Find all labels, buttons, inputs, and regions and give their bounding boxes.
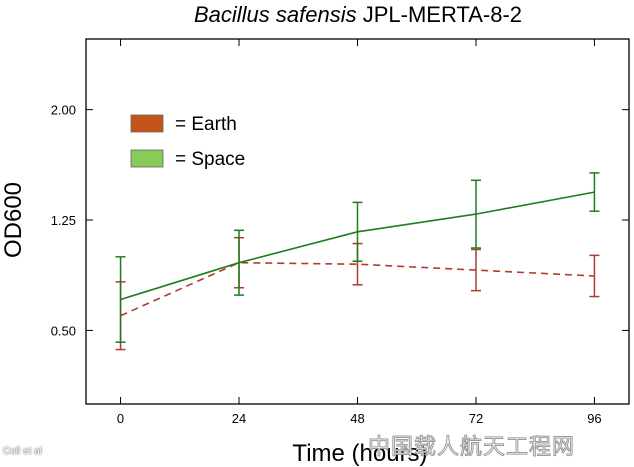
series-line-earth: [120, 261, 595, 317]
chart-title-rest: JPL-MERTA-8-2: [357, 2, 522, 27]
legend-label: = Space: [175, 149, 245, 170]
x-tick-label: 48: [350, 411, 364, 426]
legend-label: = Earth: [175, 114, 237, 135]
plot-area: 0 24 48 72 96 0.50 1.25 2.00 = Earth = Space: [51, 38, 630, 426]
x-tick-label: 24: [232, 411, 246, 426]
legend-swatch: [130, 114, 164, 133]
series-line-space: [120, 191, 595, 301]
y-axis-label: OD600: [0, 182, 27, 258]
image-credit: Coll et al: [3, 446, 42, 457]
y-tick-label: 0.50: [51, 323, 76, 338]
x-tick-label: 72: [469, 411, 483, 426]
x-axis-label: Time (hours): [292, 440, 427, 467]
legend-swatch: [130, 149, 164, 168]
chart-title: Bacillus safensis JPL-MERTA-8-2: [194, 2, 522, 27]
y-tick-label: 1.25: [51, 213, 76, 228]
watermark: 中国载人航天工程网: [367, 435, 576, 461]
chart-title-italic: Bacillus safensis: [194, 2, 357, 27]
x-tick-label: 0: [117, 411, 124, 426]
y-tick-label: 2.00: [51, 103, 76, 118]
x-tick-label: 96: [587, 411, 601, 426]
